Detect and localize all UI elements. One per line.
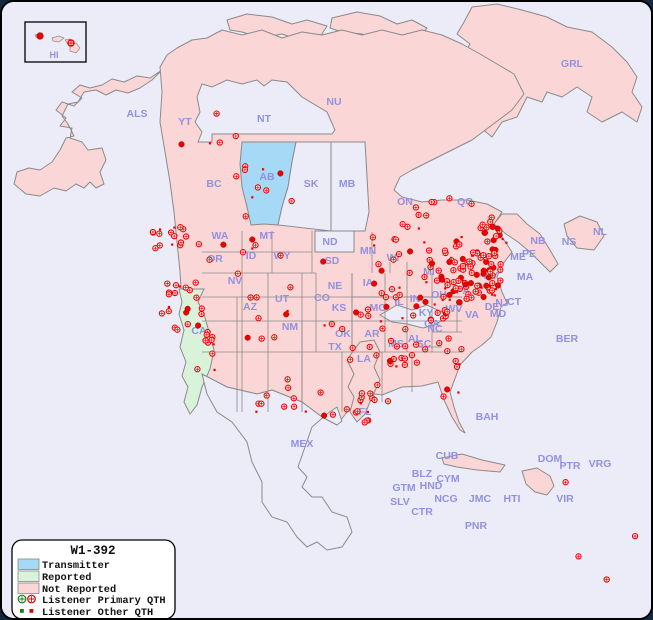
svg-text:Listener Other QTH: Listener Other QTH [42, 607, 153, 619]
svg-text:CT: CT [507, 296, 522, 308]
svg-text:NB: NB [530, 235, 546, 247]
svg-text:HND: HND [420, 480, 443, 492]
svg-text:ID: ID [246, 250, 257, 262]
svg-text:MB: MB [339, 178, 356, 190]
svg-text:AB: AB [259, 171, 275, 183]
svg-text:YT: YT [178, 116, 192, 128]
svg-text:W1-392: W1-392 [70, 544, 115, 558]
svg-text:UT: UT [275, 293, 290, 305]
svg-text:NU: NU [326, 96, 341, 108]
svg-text:SK: SK [304, 178, 319, 190]
svg-text:CUB: CUB [436, 450, 459, 462]
svg-text:KS: KS [332, 302, 347, 314]
svg-text:MN: MN [360, 245, 376, 257]
svg-text:NC: NC [427, 323, 443, 335]
svg-text:WA: WA [212, 230, 229, 242]
svg-text:PTR: PTR [560, 460, 581, 472]
svg-text:MA: MA [517, 271, 534, 283]
svg-text:NS: NS [562, 236, 577, 248]
svg-text:VA: VA [465, 309, 479, 321]
svg-text:BAH: BAH [476, 411, 499, 423]
svg-text:FL: FL [359, 406, 372, 418]
svg-text:PE: PE [522, 248, 536, 260]
svg-text:TX: TX [328, 341, 341, 353]
svg-text:BLZ: BLZ [412, 468, 433, 480]
svg-text:PNR: PNR [465, 520, 488, 532]
svg-text:Listener Primary QTH: Listener Primary QTH [42, 595, 166, 607]
svg-text:AR: AR [364, 328, 380, 340]
svg-text:GRL: GRL [561, 58, 584, 70]
svg-text:BC: BC [206, 178, 222, 190]
svg-text:Reported: Reported [42, 572, 91, 584]
svg-text:ON: ON [397, 196, 413, 208]
svg-text:NCG: NCG [434, 493, 457, 505]
svg-text:VIR: VIR [556, 493, 574, 505]
svg-text:AZ: AZ [243, 301, 258, 313]
svg-text:MEX: MEX [291, 438, 314, 450]
svg-text:NE: NE [328, 280, 343, 292]
svg-text:NV: NV [228, 275, 243, 287]
svg-text:BER: BER [556, 333, 579, 345]
svg-text:ALS: ALS [127, 108, 148, 120]
svg-text:HTI: HTI [504, 493, 521, 505]
svg-text:SLV: SLV [390, 496, 410, 508]
svg-text:CTR: CTR [411, 506, 433, 518]
svg-text:VRG: VRG [589, 458, 612, 470]
svg-text:JMC: JMC [469, 493, 492, 505]
svg-text:SD: SD [325, 255, 340, 267]
svg-text:GTM: GTM [392, 482, 416, 494]
svg-text:NL: NL [593, 226, 608, 238]
svg-text:HI: HI [50, 50, 59, 60]
svg-text:NM: NM [282, 321, 299, 333]
svg-text:MT: MT [259, 230, 275, 242]
svg-text:Transmitter: Transmitter [42, 560, 110, 572]
svg-text:NT: NT [257, 113, 272, 125]
svg-text:DE: DE [485, 301, 500, 313]
svg-text:ND: ND [322, 236, 338, 248]
svg-text:CO: CO [314, 292, 330, 304]
svg-text:LA: LA [357, 353, 371, 365]
